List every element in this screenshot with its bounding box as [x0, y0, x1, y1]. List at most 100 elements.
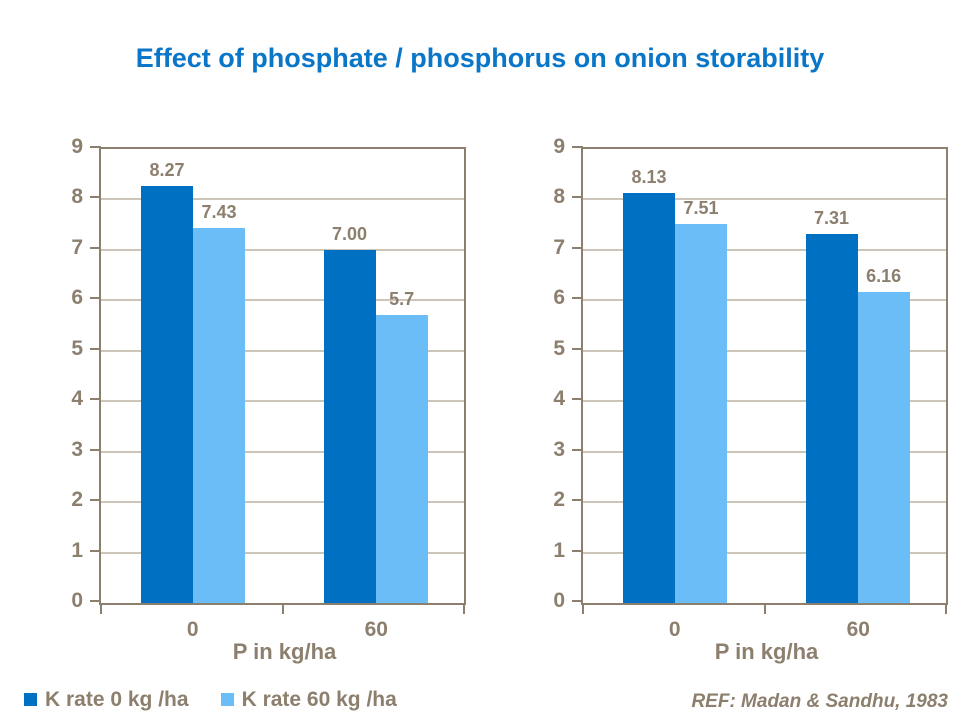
gridline — [101, 400, 464, 403]
x-axis-tick — [763, 605, 766, 614]
bar-series-2 — [193, 228, 246, 603]
x-axis-tick — [281, 605, 284, 614]
y-tick — [90, 448, 101, 451]
legend-swatch-k-rate-0 — [24, 693, 37, 706]
y-tick-label: 3 — [71, 437, 83, 461]
gridline — [101, 299, 464, 302]
y-tick — [572, 398, 583, 401]
gridline — [583, 248, 946, 251]
bar-series-2 — [375, 315, 428, 603]
y-tick-label: 3 — [553, 437, 565, 461]
y-tick — [572, 549, 583, 552]
bar-series-2 — [675, 224, 728, 603]
bar-series-1 — [140, 185, 193, 603]
y-tick — [90, 549, 101, 552]
y-tick-label: 9 — [71, 135, 83, 159]
plot-area: 8.27 7.43 7.00 5.7 — [99, 147, 466, 614]
x-axis-title: P in kg/ha — [232, 639, 337, 664]
bar-value-label: 7.00 — [332, 223, 368, 244]
y-tick-label: 7 — [553, 235, 565, 259]
y-tick-label: 6 — [553, 286, 565, 310]
y-tick-label: 2 — [71, 488, 83, 512]
gridline — [583, 349, 946, 352]
y-tick-label: 5 — [553, 336, 565, 360]
y-axis: 0 1 2 3 4 5 6 7 8 9 — [541, 136, 583, 611]
y-tick-label: 8 — [71, 185, 83, 209]
y-tick — [572, 196, 583, 199]
y-tick-label: 5 — [71, 336, 83, 360]
y-tick-label: 4 — [71, 387, 83, 411]
y-tick — [90, 499, 101, 502]
y-tick-label: 7 — [71, 235, 83, 259]
chart-right: 0 1 2 3 4 5 6 7 8 9 8.13 7.51 7.31 6.16 0 60 P in kg/ha — [541, 136, 950, 664]
gridline — [101, 248, 464, 251]
gridline — [101, 551, 464, 554]
y-tick-label: 1 — [553, 538, 565, 562]
y-tick-label: 8 — [553, 185, 565, 209]
y-tick-label: 2 — [553, 488, 565, 512]
y-tick-label: 9 — [553, 135, 565, 159]
x-axis-tick — [100, 605, 102, 614]
legend-label-k-rate-0: K rate 0 kg /ha — [45, 688, 189, 711]
y-axis: 0 1 2 3 4 5 6 7 8 9 — [59, 136, 101, 611]
x-category-label: 60 — [846, 618, 870, 641]
chart-left: 0 1 2 3 4 5 6 7 8 9 8.27 7.43 7.00 5.7 0 60 P in kg/ha — [59, 136, 468, 664]
chart-body: 0 1 2 3 4 5 6 7 8 9 8.13 7.51 7.31 6.16 — [541, 136, 948, 614]
y-tick — [572, 246, 583, 249]
gridline — [101, 450, 464, 453]
y-tick-label: 6 — [71, 286, 83, 310]
x-axis-title: P in kg/ha — [714, 639, 819, 664]
y-tick-label: 0 — [71, 589, 83, 613]
y-tick-label: 4 — [553, 387, 565, 411]
legend-label-k-rate-60: K rate 60 kg /ha — [241, 688, 397, 711]
y-tick — [572, 448, 583, 451]
y-tick — [572, 146, 583, 148]
bar-series-1 — [805, 234, 858, 603]
chart-body: 0 1 2 3 4 5 6 7 8 9 8.27 7.43 7.00 5.7 — [59, 136, 466, 614]
bar-value-label: 7.31 — [814, 208, 850, 229]
bar-value-label: 8.27 — [149, 159, 185, 180]
y-tick — [572, 499, 583, 502]
reference-text: REF: Madan & Sandhu, 1983 — [691, 691, 948, 712]
legend-swatch-k-rate-60 — [220, 693, 234, 706]
y-tick — [572, 297, 583, 300]
bar-series-1 — [323, 249, 376, 603]
bar-series-1 — [622, 192, 675, 603]
y-tick-label: 1 — [71, 538, 83, 562]
gridline — [583, 198, 946, 201]
legend: K rate 0 kg /ha K rate 60 kg /ha — [24, 689, 397, 710]
y-tick-label: 0 — [553, 589, 565, 613]
bar-series-2 — [857, 292, 910, 603]
y-tick — [90, 297, 101, 300]
gridline — [101, 501, 464, 504]
gridline — [583, 400, 946, 403]
gridline — [101, 349, 464, 352]
x-category-label: 60 — [364, 618, 388, 641]
page-title: Effect of phosphate / phosphorus on onio… — [135, 43, 825, 73]
plot-area: 8.13 7.51 7.31 6.16 — [581, 147, 948, 614]
x-category-labels: 0 60 — [101, 605, 468, 641]
bar-value-label: 6.16 — [866, 266, 902, 287]
x-axis-tick — [945, 605, 947, 614]
x-category-labels: 0 60 — [583, 605, 950, 641]
y-tick — [90, 246, 101, 249]
y-tick — [90, 398, 101, 401]
gridline — [583, 501, 946, 504]
y-tick — [90, 600, 101, 602]
legend-item-k-rate-0: K rate 0 kg /ha — [24, 689, 189, 710]
bar-value-label: 7.51 — [683, 198, 719, 219]
x-axis-tick — [582, 605, 584, 614]
gridline — [583, 299, 946, 302]
gridline — [583, 551, 946, 554]
y-tick — [572, 600, 583, 602]
y-tick — [90, 146, 101, 148]
bar-value-label: 5.7 — [389, 289, 415, 310]
y-tick — [90, 347, 101, 350]
bar-value-label: 7.43 — [201, 202, 237, 223]
gridline — [101, 198, 464, 201]
y-tick — [572, 347, 583, 350]
x-category-label: 0 — [668, 618, 681, 641]
x-axis-tick — [463, 605, 465, 614]
gridline — [583, 450, 946, 453]
